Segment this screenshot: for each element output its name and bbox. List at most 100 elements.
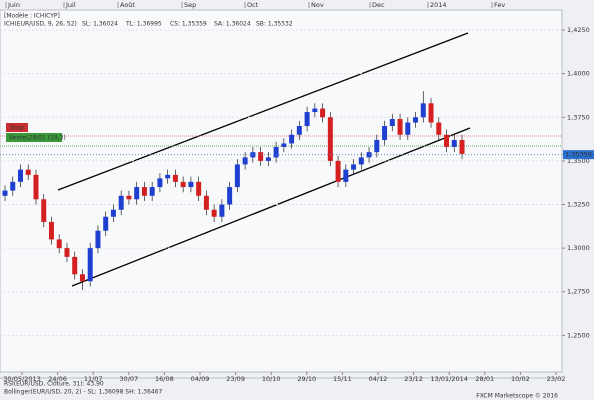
x-tick-label: 28/01 — [475, 375, 494, 383]
candle-body — [405, 122, 411, 135]
candle-body — [17, 169, 23, 182]
indicator-sl: SL: 1,36024 — [82, 21, 118, 28]
candle-body — [374, 139, 380, 153]
candle-body — [165, 174, 171, 179]
channel-lower — [71, 127, 471, 287]
candle-body — [203, 195, 209, 210]
x-tick-label: 30/05/2013 — [3, 375, 40, 383]
candle-body — [289, 134, 295, 144]
indicator-cs: CS: 1,35359 — [170, 21, 207, 28]
candle-body — [56, 239, 62, 249]
candle-body — [196, 181, 202, 196]
footer-rsi: RSI(EUR/USD, Clôture, 31): 43,90 — [4, 381, 104, 388]
plot-area — [0, 9, 563, 373]
candle-body — [172, 174, 178, 182]
candle-body — [41, 199, 47, 222]
candle-body — [428, 103, 434, 123]
candle-body — [436, 122, 442, 135]
indicator-sa: SA: 1,36024 — [214, 21, 251, 28]
candle-body — [141, 187, 147, 196]
candle-body — [413, 117, 419, 123]
x-tick-label: 04/12 — [369, 375, 388, 383]
candle-body — [103, 216, 109, 231]
y-tick-label: 1,3250 — [567, 201, 590, 209]
candle-body — [389, 119, 395, 127]
candle-body — [126, 195, 132, 200]
footer-credit: FXCM Marketscope © 2016 — [476, 393, 558, 400]
candle-body — [149, 187, 155, 196]
x-tick-label: 15/11 — [333, 375, 352, 383]
candle-body — [64, 248, 70, 257]
month-label: Juin — [7, 1, 20, 9]
stop-label: Stop — [10, 125, 24, 132]
last-price-label: 1,35359 — [565, 151, 592, 159]
candle-body — [118, 195, 124, 210]
candle-body — [234, 164, 240, 188]
candle-body — [188, 181, 194, 188]
last-price-box — [563, 150, 594, 160]
candle-body — [327, 117, 333, 161]
candle-body — [459, 139, 465, 154]
candle-body — [48, 221, 54, 240]
stop-box — [6, 123, 28, 132]
month-label: 2014 — [430, 1, 447, 9]
indicator-header: ICH(EUR/USD, 9, 26, 52) SL: 1,36024 TL: … — [4, 21, 293, 28]
month-label: Août — [120, 1, 135, 9]
chart-title: [Modèle : ICHICYP] — [4, 13, 60, 20]
sell-label: Vente(28/01 (19,3) — [9, 135, 66, 142]
candle-body — [242, 157, 248, 165]
y-tick-label: 1,2750 — [567, 288, 590, 296]
month-label: Sep — [184, 1, 196, 9]
candle-body — [273, 146, 279, 158]
y-tick-label: 1,4250 — [567, 26, 590, 34]
month-label: Oct — [247, 1, 259, 9]
candle-body — [296, 126, 302, 135]
month-label: Dec — [372, 1, 385, 9]
y-tick-label: 1,3500 — [567, 157, 590, 165]
sell-box — [6, 133, 62, 142]
x-tick-label: 23/02 — [547, 375, 566, 383]
x-tick-label: 23/09 — [226, 375, 245, 383]
y-tick-label: 1,2500 — [567, 331, 590, 339]
x-tick-label: 10/10 — [262, 375, 281, 383]
candle-body — [33, 174, 39, 200]
candle-body — [211, 209, 217, 217]
month-label: Juil — [65, 1, 76, 9]
candle-body — [358, 157, 364, 165]
candle-body — [10, 181, 16, 191]
x-tick-label: 13/01/2014 — [430, 375, 467, 383]
candle-body — [320, 108, 326, 118]
candle-body — [343, 169, 349, 182]
channel-upper — [57, 32, 469, 191]
candle-body — [2, 190, 8, 196]
month-label: Fev — [494, 1, 505, 9]
y-tick-label: 1,4000 — [567, 70, 590, 78]
candle-body — [157, 178, 163, 188]
candle-body — [25, 169, 31, 175]
x-tick-label: 23/12 — [404, 375, 423, 383]
x-tick-label: 11/07 — [84, 375, 103, 383]
y-tick-label: 1,3000 — [567, 244, 590, 252]
candle-body — [219, 204, 225, 217]
candle-body — [444, 134, 450, 147]
x-tick-label: 29/10 — [297, 375, 316, 383]
candle-body — [79, 274, 85, 282]
x-tick-label: 04/09 — [191, 375, 210, 383]
candle-body — [258, 152, 264, 161]
indicator-name: ICH(EUR/USD, 9, 26, 52) — [4, 21, 77, 28]
x-tick-label: 30/07 — [119, 375, 138, 383]
y-tick-label: 1,3750 — [567, 113, 590, 121]
candle-body — [95, 230, 101, 249]
candle-body — [72, 256, 78, 275]
candle-body — [351, 164, 357, 170]
candle-body — [180, 181, 186, 188]
indicator-sb: SB: 1,35532 — [256, 21, 293, 28]
candle-body — [265, 157, 271, 161]
x-tick-label: 16/08 — [155, 375, 174, 383]
candle-body — [382, 126, 388, 140]
candle-body — [304, 112, 310, 127]
candle-body — [281, 143, 287, 147]
indicator-tl: TL: 1,36995 — [125, 21, 162, 28]
footer-bollinger: Bollinger(EUR/USD, 20, 2) - SL: 1,36098 … — [4, 389, 163, 396]
